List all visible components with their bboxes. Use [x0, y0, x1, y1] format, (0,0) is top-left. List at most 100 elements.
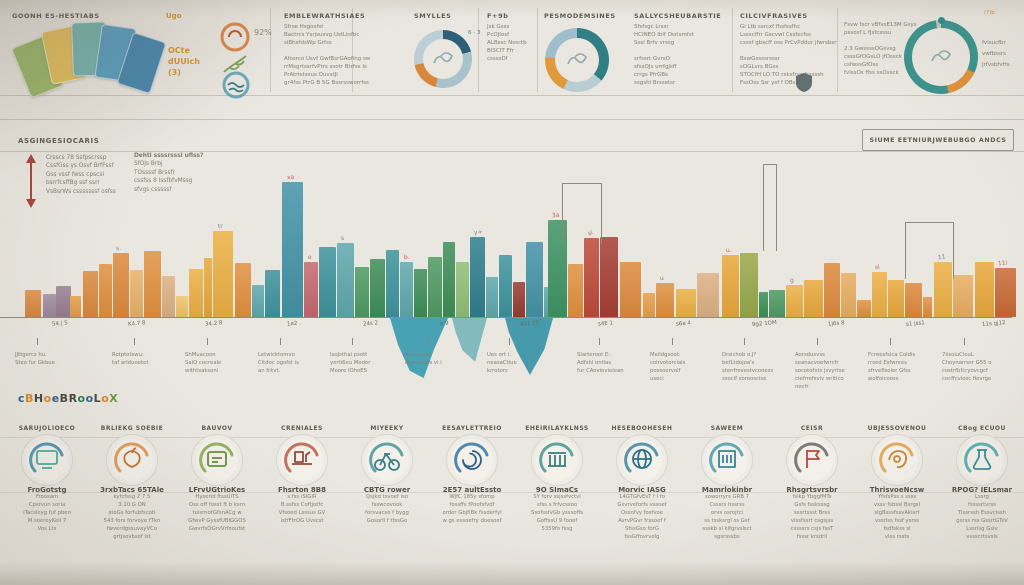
timeline-note: Fcreesfsica Coldis rrsed Esfwrees sfrvefls… — [868, 352, 915, 384]
legend-item-lines: 14GTGfvEsT f I fo Gsvrveforfs vssoef Ossof… — [601, 494, 683, 542]
bar — [722, 255, 739, 317]
axis-tick-label: K4.7 8 — [127, 320, 146, 328]
timeline-note: 7iisoiuCiouL Choynarrssr G55 o costrfbfcry… — [942, 352, 991, 384]
legend-item-lines: Qsjkd tsvoef iso fsswcovook forsvacso f by… — [346, 494, 428, 526]
logo-letter: B — [59, 392, 69, 405]
annotation-bracket — [562, 183, 602, 244]
note-line: Js nonack: — [405, 352, 432, 358]
logo-letter: R — [68, 392, 78, 405]
bar — [70, 296, 81, 317]
ring-label: vwfbssrs — [982, 51, 1007, 57]
ring-dot — [938, 17, 945, 24]
note-line: sfrveflsoler Gfss — [868, 367, 911, 374]
bar — [176, 296, 188, 317]
chart-title-box: SIUME EETNIURJWEBUBGO ANDCS — [862, 129, 1014, 151]
note-line: Qsjkd tsvoef iso — [365, 494, 408, 500]
bar — [824, 263, 840, 317]
note-line: FssOss Ssr ysf f OBsr — [740, 79, 798, 86]
tick-mark — [744, 338, 745, 345]
note-line: Steo fur Gkbue — [15, 359, 55, 366]
flask-icon — [964, 442, 999, 473]
desk-icon — [284, 442, 319, 473]
note-line: JJttgercz hu. — [15, 352, 47, 358]
legend-item: HESEBOOHESEH Morvic IASG 14GTGfvEsT f I fo… — [601, 425, 683, 542]
note-line: Dehtl ssssrsssl ufiss? — [134, 153, 204, 159]
note-line: kyfcfssg 2 7 5 — [113, 494, 151, 500]
legend-item-header: SAWEEM — [710, 425, 744, 432]
note-line: CssfGss ys Osvf BrfFssf — [46, 163, 114, 170]
legend-item-lines: Froosam Cpsrvun soria ITacsleyg fuf pben M.… — [6, 494, 88, 534]
note-line: Aorsdusvss — [795, 352, 825, 358]
legend-item-lines: SY forv ssjssfvctvl sfss s frfvcssoo Ssofs… — [516, 494, 598, 534]
bicycle-icon — [369, 442, 404, 473]
note-line: s.fss iSIGIR — [287, 494, 317, 500]
building-icon — [706, 439, 748, 481]
bar — [386, 250, 399, 317]
bar — [600, 237, 618, 317]
note-line: Adfshl ontlas — [577, 359, 612, 366]
legend-item-header: SARUJOLIOECO — [18, 425, 76, 432]
legend-item: SAWEEM Mamrlokinbr soworryrs GRB 7 Csssrs h… — [686, 425, 768, 542]
bar — [99, 264, 112, 317]
top-section-lines: Gi Ltb ssrcxf fhsfssfhc Lssscffrr Gscvwl … — [740, 24, 837, 88]
building-icon — [709, 442, 744, 473]
note-line: ssgshl Brssetsr — [634, 79, 676, 86]
bar — [130, 270, 143, 317]
legend-item-lines: Lssrg fssssrtvrss Tissrssh Essvclssh gsrss … — [941, 494, 1023, 542]
tick-mark — [599, 338, 600, 345]
note-line: Csssrs hssrss — [709, 501, 745, 508]
note-line: fslkp YbggfMTs — [792, 494, 832, 500]
top-section-header: F+9b — [487, 12, 509, 20]
bar — [443, 242, 455, 317]
tick-mark — [964, 338, 965, 345]
legend-item-lines: kyfcfssg 2 7 5 3.10.G ON stoGs forfubfscot… — [91, 494, 173, 542]
note-line: Citdoc ogofst is — [258, 359, 299, 366]
axis-tick-label: 11s gj12 — [981, 319, 1006, 329]
note-line: Siarteroot E: — [577, 352, 611, 358]
bar — [923, 297, 932, 317]
note-line: csfwssGfOss — [844, 61, 879, 68]
legend-item-title: 9O SImaCs — [535, 486, 579, 494]
swirl-icon — [451, 439, 493, 481]
donut-chart — [545, 28, 609, 92]
top-section-1: GOONH ES-HESTIABS Ugo OCte dUUich (3) 92% — [8, 6, 272, 99]
note-line: Gss vssf fwss cpscsl — [46, 171, 104, 178]
brand-logo: cBHoeBRooLoX — [18, 387, 118, 406]
note-line: forsvacso f bygg — [365, 509, 409, 516]
top-section-lines: Fsvw fscr vBfvsE13M Gsys pssosf L fJsfcss… — [844, 22, 917, 78]
note-line: fur CAoviovielean — [577, 367, 624, 374]
logo-letter: B — [25, 392, 34, 405]
note-line: stoGs forfubfscoti — [108, 509, 156, 516]
note-line: VsBsrWs csssssssf osfss — [46, 188, 116, 195]
top-summary-band: GOONH ES-HESTIABS Ugo OCte dUUich (3) 92% EMBL… — [0, 0, 1024, 99]
note-line: order GbjfIBk fssderfyl — [442, 509, 502, 516]
note-line: srfssrt GvrsO — [634, 55, 670, 62]
bar — [769, 290, 785, 317]
stat-line: OCte — [168, 46, 190, 55]
note-line: cssssrs csjs fssT — [790, 525, 834, 532]
note-line: STOCfH LO TO rsksfrvs frssssh — [740, 71, 824, 78]
top-section-3: SMYLLES 6 - 3 — [356, 6, 480, 94]
note-line: an frkvt. — [258, 367, 281, 374]
timeline-note: Js nonack: Acrocodos vi i — [405, 352, 442, 368]
bar — [252, 285, 264, 317]
timeline-note: Meildgsoot: colrvotorcials possoervolf usec… — [650, 352, 685, 384]
note-line: ciefrrefsviv writico — [795, 375, 844, 382]
note-line: soworryrs GRB 7 — [704, 494, 750, 500]
tick-mark — [509, 338, 510, 345]
logo-letter: L — [93, 392, 102, 405]
sun-gauge-icon — [220, 22, 250, 52]
note-line: useci — [650, 375, 664, 382]
note-line: B.ssfss Coftjotfc — [280, 501, 324, 508]
note-line: fssGffovrvolg — [624, 533, 660, 540]
x-axis — [0, 317, 1012, 318]
bar — [400, 262, 413, 317]
fruit-icon — [111, 439, 153, 481]
note-line: Oss off fosst ft b ksrn — [188, 501, 246, 508]
top-section-header: CILCIVFRASIVES — [740, 12, 808, 20]
stat-block: OCte dUUich (3) — [168, 46, 200, 78]
note-line: ssskb sl klfgrvslsct — [702, 525, 752, 532]
legend-item-lines: s.fss iSIGIR B.ssfss Coftjotfc Vfsoed Lsss… — [261, 494, 343, 526]
axis-tick-label: s4E 1 — [597, 320, 614, 328]
